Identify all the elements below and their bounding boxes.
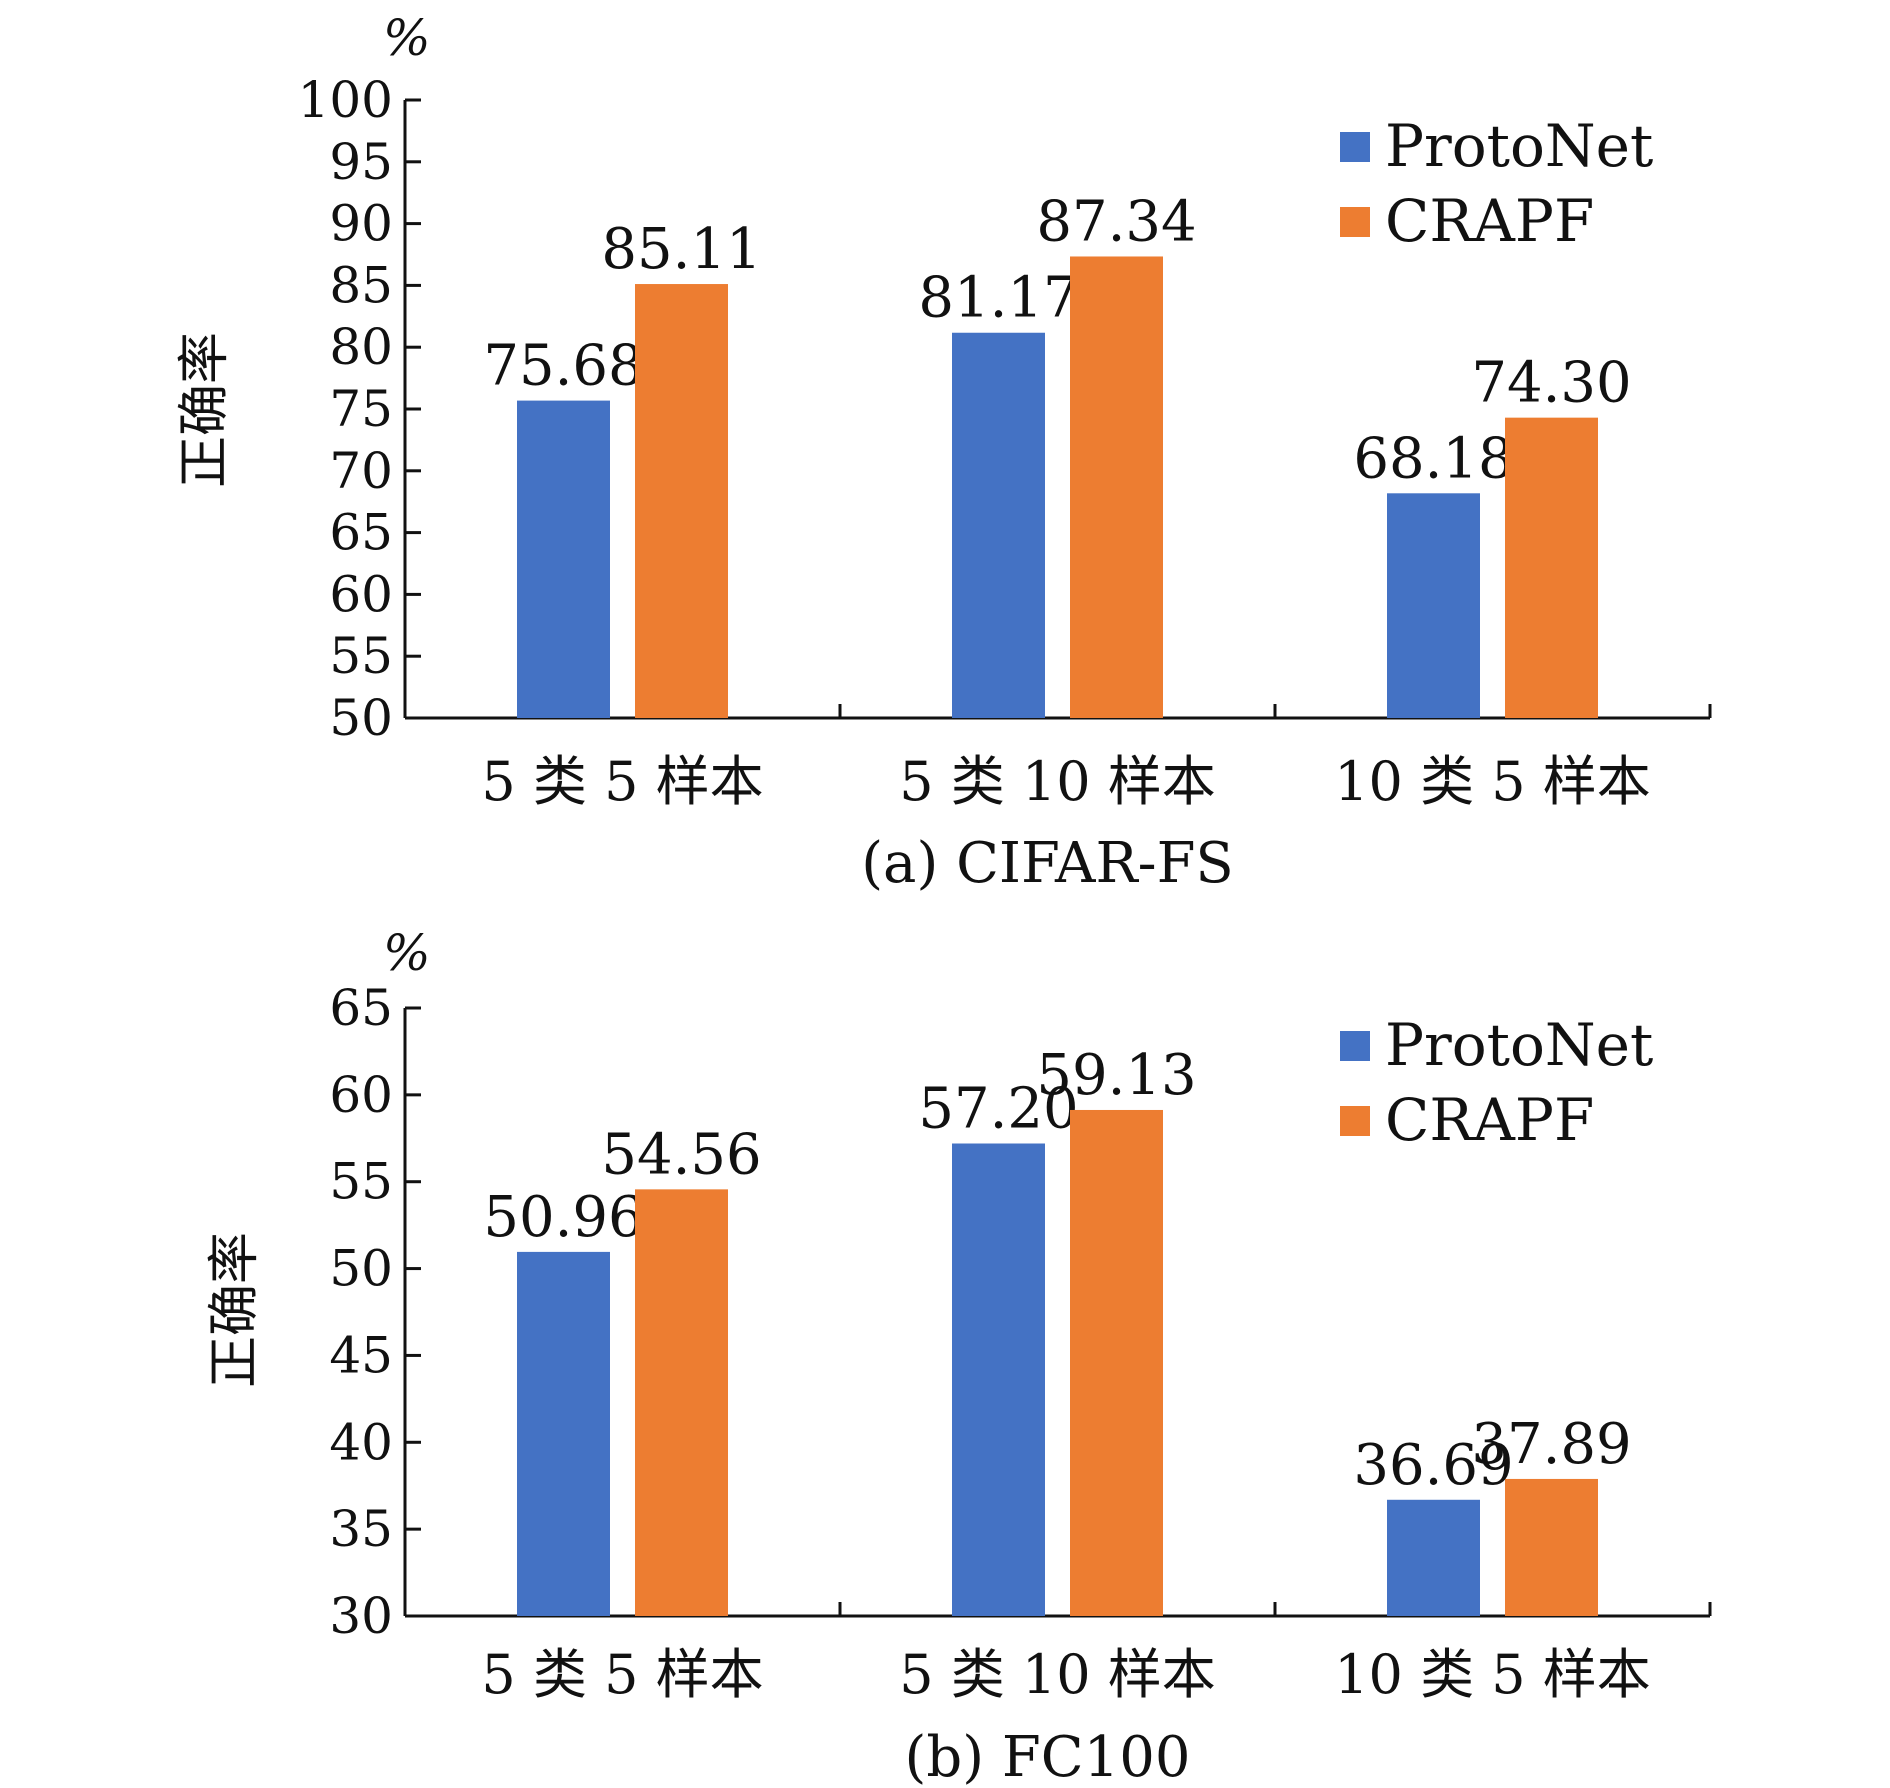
y-tick-label: 95 [329,133,393,191]
bar-protonet [1387,1499,1480,1616]
y-unit: % [383,9,431,67]
y-tick-label: 50 [329,1240,393,1298]
y-unit: % [383,924,431,982]
bar-protonet [517,1251,610,1616]
y-tick-label: 40 [329,1413,393,1471]
data-label: 81.17 [918,266,1078,331]
x-category-label: 10 类 5 样本 [1334,1643,1651,1706]
y-tick-label: 60 [329,1066,393,1124]
legend-label: CRAPF [1385,187,1594,255]
bar-crapf [1505,1478,1598,1616]
y-tick-label: 80 [329,318,393,376]
bar-protonet [517,400,610,718]
data-label: 57.20 [918,1076,1078,1141]
data-label: 37.89 [1471,1412,1631,1477]
y-tick-label: 85 [329,256,393,314]
chart-caption: (a) CIFAR-FS [861,831,1234,896]
bar-protonet [952,332,1045,718]
y-tick-label: 30 [329,1587,393,1645]
chart-caption: (b) FC100 [905,1725,1191,1788]
y-tick-label: 60 [329,565,393,623]
data-label: 68.18 [1353,426,1513,491]
x-category-label: 5 类 10 样本 [899,1643,1216,1706]
bar-protonet [952,1143,1045,1616]
y-tick-label: 65 [329,504,393,562]
data-label: 50.96 [483,1185,643,1250]
legend-swatch [1340,1106,1370,1136]
legend-label: CRAPF [1385,1086,1594,1154]
y-tick-label: 75 [329,380,393,438]
y-tick-label: 45 [329,1326,393,1384]
bar-protonet [1387,493,1480,718]
y-tick-label: 55 [329,1153,393,1211]
bar-crapf [1505,417,1598,718]
legend-swatch [1340,1031,1370,1061]
x-category-label: 5 类 5 样本 [481,750,763,813]
bar-crapf [635,284,728,718]
legend-swatch [1340,132,1370,162]
data-label: 87.34 [1036,189,1196,254]
y-tick-label: 50 [329,689,393,747]
legend-swatch [1340,207,1370,237]
data-label: 75.68 [483,334,643,399]
x-category-label: 5 类 10 样本 [899,750,1216,813]
legend-label: ProtoNet [1385,1011,1653,1079]
x-category-label: 5 类 5 样本 [481,1643,763,1706]
y-axis-label: 正确率 [175,332,235,488]
bar-crapf [1070,1109,1163,1616]
data-label: 36.69 [1353,1433,1513,1498]
data-label: 74.30 [1471,351,1631,416]
y-tick-label: 90 [329,195,393,253]
y-tick-label: 70 [329,442,393,500]
data-label: 59.13 [1036,1043,1196,1108]
y-tick-label: 65 [329,979,393,1037]
bar-crapf [1070,256,1163,718]
y-tick-label: 100 [298,71,393,129]
x-category-label: 10 类 5 样本 [1334,750,1651,813]
data-label: 85.11 [601,217,761,282]
y-axis-label: 正确率 [205,1232,265,1388]
bar-crapf [635,1189,728,1616]
legend-label: ProtoNet [1385,112,1653,180]
data-label: 54.56 [601,1122,761,1187]
y-tick-label: 55 [329,627,393,685]
y-tick-label: 35 [329,1500,393,1558]
